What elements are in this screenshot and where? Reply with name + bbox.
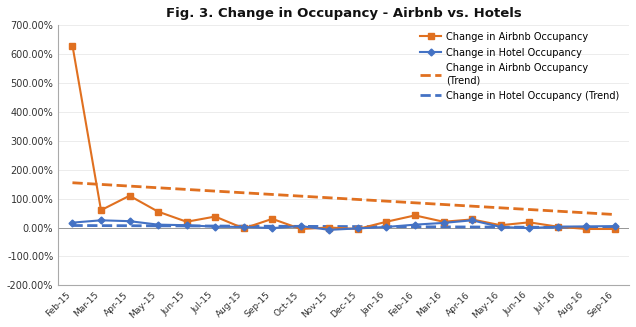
Change in Airbnb Occupancy	[525, 220, 533, 224]
Line: Change in Airbnb Occupancy: Change in Airbnb Occupancy	[70, 43, 618, 232]
Change in Hotel Occupancy (Trend)	[155, 224, 162, 228]
Change in Hotel Occupancy (Trend)	[297, 224, 305, 228]
Change in Hotel Occupancy	[183, 223, 190, 227]
Change in Airbnb Occupancy
(Trend)	[497, 206, 504, 210]
Change in Hotel Occupancy	[583, 224, 590, 228]
Change in Airbnb Occupancy
(Trend)	[525, 208, 533, 212]
Change in Airbnb Occupancy	[439, 220, 447, 224]
Change in Airbnb Occupancy	[240, 226, 247, 230]
Change in Airbnb Occupancy	[211, 215, 219, 218]
Change in Airbnb Occupancy	[468, 217, 476, 221]
Change in Hotel Occupancy	[240, 225, 247, 229]
Change in Airbnb Occupancy
(Trend)	[69, 181, 76, 185]
Change in Hotel Occupancy (Trend)	[183, 224, 190, 228]
Change in Hotel Occupancy	[497, 225, 504, 229]
Change in Hotel Occupancy	[354, 226, 362, 230]
Change in Hotel Occupancy	[126, 219, 134, 223]
Change in Airbnb Occupancy
(Trend)	[326, 196, 333, 200]
Change in Airbnb Occupancy	[354, 227, 362, 231]
Line: Change in Airbnb Occupancy
(Trend): Change in Airbnb Occupancy (Trend)	[73, 183, 615, 215]
Title: Fig. 3. Change in Occupancy - Airbnb vs. Hotels: Fig. 3. Change in Occupancy - Airbnb vs.…	[166, 7, 522, 20]
Change in Hotel Occupancy	[383, 225, 391, 229]
Change in Airbnb Occupancy	[155, 210, 162, 214]
Change in Hotel Occupancy	[411, 223, 418, 227]
Change in Hotel Occupancy (Trend)	[240, 224, 247, 228]
Change in Hotel Occupancy	[439, 221, 447, 225]
Line: Change in Hotel Occupancy: Change in Hotel Occupancy	[70, 218, 617, 232]
Change in Hotel Occupancy (Trend)	[326, 225, 333, 229]
Change in Hotel Occupancy	[268, 226, 276, 230]
Change in Hotel Occupancy (Trend)	[211, 224, 219, 228]
Change in Airbnb Occupancy	[554, 225, 562, 229]
Change in Airbnb Occupancy
(Trend)	[439, 202, 447, 206]
Change in Airbnb Occupancy	[69, 43, 76, 47]
Change in Hotel Occupancy	[97, 218, 105, 222]
Change in Airbnb Occupancy	[583, 227, 590, 231]
Change in Hotel Occupancy (Trend)	[583, 225, 590, 229]
Change in Hotel Occupancy	[155, 223, 162, 227]
Change in Airbnb Occupancy	[411, 214, 418, 217]
Change in Airbnb Occupancy
(Trend)	[354, 198, 362, 201]
Change in Airbnb Occupancy
(Trend)	[611, 213, 619, 216]
Change in Hotel Occupancy	[525, 226, 533, 230]
Change in Hotel Occupancy (Trend)	[268, 224, 276, 228]
Change in Hotel Occupancy (Trend)	[126, 224, 134, 228]
Change in Airbnb Occupancy
(Trend)	[155, 186, 162, 190]
Change in Airbnb Occupancy	[326, 226, 333, 230]
Change in Hotel Occupancy	[326, 228, 333, 232]
Change in Airbnb Occupancy	[97, 208, 105, 212]
Change in Airbnb Occupancy	[383, 220, 391, 224]
Change in Airbnb Occupancy
(Trend)	[297, 194, 305, 198]
Change in Airbnb Occupancy	[297, 227, 305, 231]
Change in Hotel Occupancy (Trend)	[554, 225, 562, 229]
Change in Airbnb Occupancy
(Trend)	[240, 191, 247, 195]
Change in Airbnb Occupancy
(Trend)	[411, 201, 418, 205]
Change in Hotel Occupancy	[211, 225, 219, 229]
Change in Hotel Occupancy (Trend)	[383, 225, 391, 229]
Change in Hotel Occupancy (Trend)	[497, 225, 504, 229]
Change in Airbnb Occupancy	[611, 227, 619, 231]
Change in Hotel Occupancy (Trend)	[69, 224, 76, 228]
Change in Airbnb Occupancy
(Trend)	[268, 193, 276, 197]
Change in Airbnb Occupancy
(Trend)	[211, 189, 219, 193]
Change in Airbnb Occupancy	[126, 194, 134, 198]
Change in Hotel Occupancy (Trend)	[439, 225, 447, 229]
Change in Hotel Occupancy (Trend)	[468, 225, 476, 229]
Change in Hotel Occupancy (Trend)	[97, 224, 105, 228]
Change in Airbnb Occupancy
(Trend)	[554, 209, 562, 213]
Change in Hotel Occupancy	[69, 221, 76, 225]
Legend: Change in Airbnb Occupancy, Change in Hotel Occupancy, Change in Airbnb Occupanc: Change in Airbnb Occupancy, Change in Ho…	[416, 28, 623, 105]
Change in Hotel Occupancy (Trend)	[611, 226, 619, 230]
Change in Hotel Occupancy	[297, 224, 305, 228]
Change in Airbnb Occupancy
(Trend)	[126, 184, 134, 188]
Change in Airbnb Occupancy
(Trend)	[383, 199, 391, 203]
Change in Airbnb Occupancy
(Trend)	[583, 211, 590, 215]
Change in Airbnb Occupancy	[497, 223, 504, 227]
Change in Hotel Occupancy	[468, 218, 476, 222]
Change in Airbnb Occupancy
(Trend)	[468, 204, 476, 208]
Change in Hotel Occupancy	[554, 225, 562, 229]
Change in Hotel Occupancy (Trend)	[525, 225, 533, 229]
Change in Hotel Occupancy (Trend)	[411, 225, 418, 229]
Change in Airbnb Occupancy
(Trend)	[97, 182, 105, 186]
Change in Airbnb Occupancy	[268, 217, 276, 221]
Change in Hotel Occupancy	[611, 224, 619, 228]
Change in Hotel Occupancy (Trend)	[354, 225, 362, 229]
Change in Airbnb Occupancy
(Trend)	[183, 187, 190, 191]
Line: Change in Hotel Occupancy (Trend): Change in Hotel Occupancy (Trend)	[73, 226, 615, 228]
Change in Airbnb Occupancy	[183, 220, 190, 224]
